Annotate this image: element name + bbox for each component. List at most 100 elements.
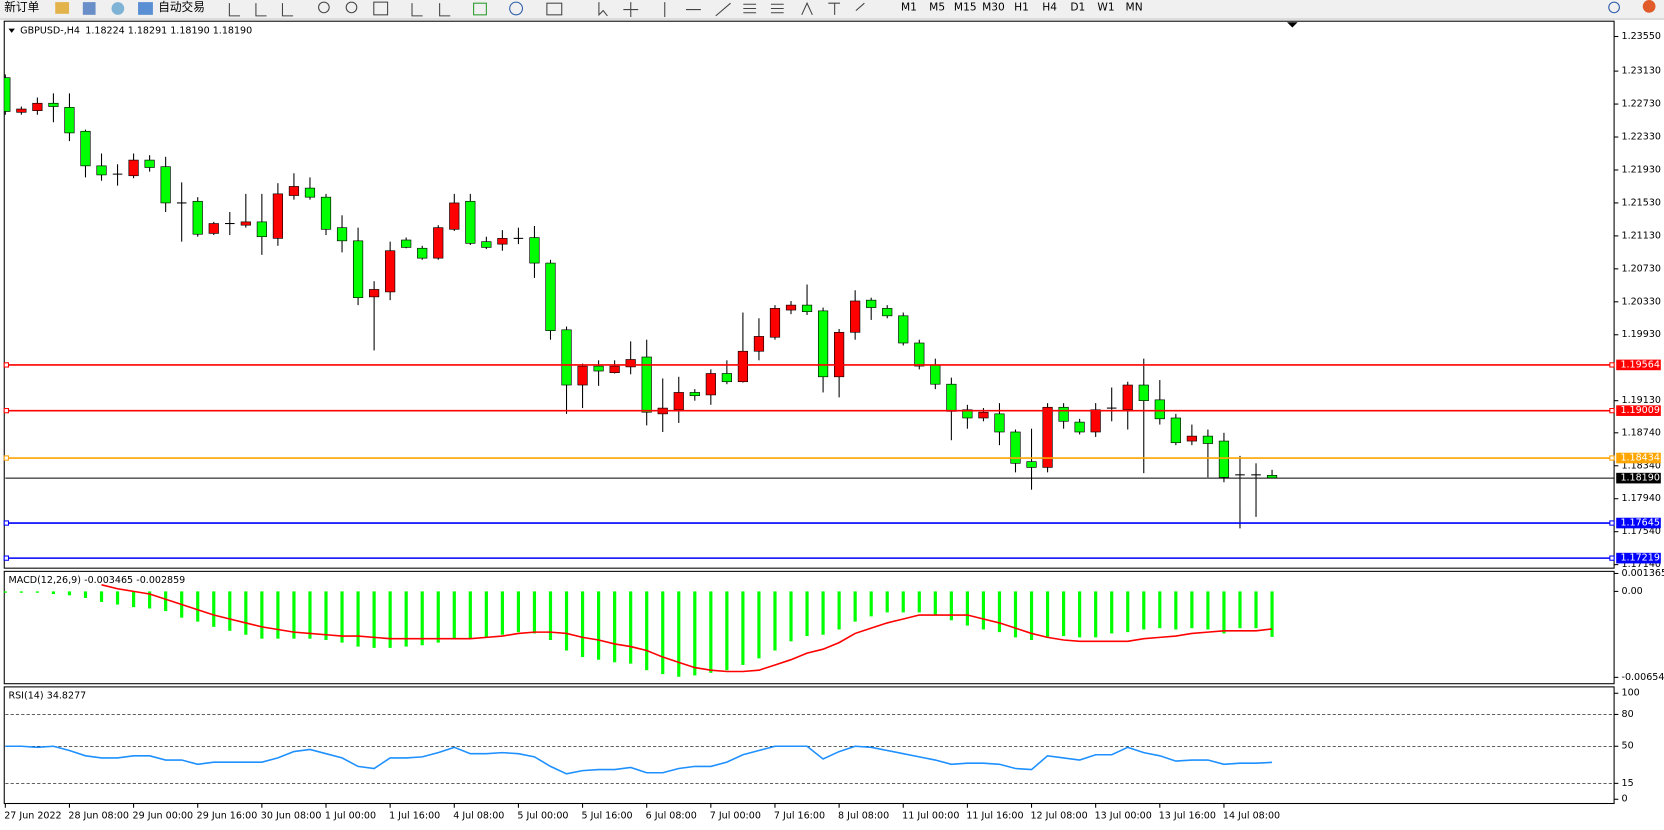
macd-bar xyxy=(917,591,921,613)
indicators-icon[interactable] xyxy=(473,2,487,16)
line-price-label: 1.17219 xyxy=(1620,553,1659,564)
y-tick-label: 100 xyxy=(1622,688,1640,699)
candle-body xyxy=(1058,406,1069,422)
text-tools[interactable] xyxy=(801,1,865,16)
candle-body xyxy=(1202,435,1214,444)
candle-body xyxy=(593,365,604,372)
timeframe-button[interactable]: M30 xyxy=(982,1,1005,13)
y-tick-label: 1.19130 xyxy=(1622,395,1661,406)
notification-icon[interactable] xyxy=(1642,0,1656,13)
toolbar-icons xyxy=(228,1,865,17)
macd-bar xyxy=(276,591,280,639)
candle-body xyxy=(465,200,476,244)
macd-bar xyxy=(228,591,232,631)
drawing-tools[interactable] xyxy=(598,2,784,17)
zoom-out[interactable] xyxy=(345,1,358,14)
timeframe-button[interactable]: M1 xyxy=(901,1,917,13)
candle-body xyxy=(80,130,91,167)
icon[interactable] xyxy=(111,2,125,15)
line-handle xyxy=(3,362,10,368)
macd-bar xyxy=(1222,591,1226,634)
timeframe-bar: M1 M5 M15 M30 H1 H4 D1 W1 MN xyxy=(901,1,1143,13)
macd-bar xyxy=(869,591,873,617)
y-tick-label: 1.23550 xyxy=(1622,31,1661,42)
candle-body xyxy=(721,373,732,383)
macd-bar xyxy=(837,591,841,630)
macd-bar xyxy=(131,591,136,608)
timeframe-button[interactable]: MN xyxy=(1126,1,1143,13)
tile-icon[interactable] xyxy=(373,1,389,16)
candle-body xyxy=(994,413,1005,433)
candle-body xyxy=(1090,409,1101,433)
templates-icon[interactable] xyxy=(546,2,563,16)
macd-bar xyxy=(853,591,857,622)
macd-bar xyxy=(901,591,905,613)
scroll-icons[interactable] xyxy=(411,3,451,17)
chart-type-icons[interactable] xyxy=(228,3,294,17)
icon[interactable] xyxy=(82,2,96,15)
timeframe-button[interactable]: D1 xyxy=(1070,1,1085,13)
periods-icon[interactable] xyxy=(509,1,523,16)
macd-bar xyxy=(1094,591,1098,638)
macd-bar xyxy=(148,591,152,609)
candle-body xyxy=(208,223,219,234)
line-handle xyxy=(1609,407,1615,414)
macd-bar xyxy=(115,591,120,605)
candle-body xyxy=(625,359,636,368)
timeframe-button[interactable]: H4 xyxy=(1042,1,1057,13)
candle-body xyxy=(417,247,428,259)
timeframe-button[interactable]: M5 xyxy=(929,1,945,13)
macd-bar xyxy=(500,591,504,635)
candle-body xyxy=(320,196,332,230)
candle-body xyxy=(1074,421,1085,433)
candle-body xyxy=(240,221,251,226)
macd-bar xyxy=(356,591,360,647)
timeframe-button[interactable]: H1 xyxy=(1014,1,1029,13)
macd-bar xyxy=(51,591,56,595)
macd-bar xyxy=(3,591,7,593)
macd-bar xyxy=(1158,591,1162,629)
macd-bar xyxy=(83,591,88,598)
zoom-in[interactable] xyxy=(318,1,330,14)
macd-bar xyxy=(468,591,472,639)
candle-body xyxy=(385,250,396,293)
timeframe-button[interactable]: W1 xyxy=(1097,1,1114,13)
candle-body xyxy=(962,409,973,419)
auto-trading-button[interactable]: 自动交易 xyxy=(158,0,205,14)
macd-bar xyxy=(741,591,745,665)
x-tick-label: 7 Jul 00:00 xyxy=(710,811,761,822)
macd-bar xyxy=(67,591,72,596)
macd-bar xyxy=(404,591,408,647)
y-tick-label: 1.19930 xyxy=(1622,329,1661,340)
price-label: 1.18190 xyxy=(1620,473,1659,484)
y-tick-label: 1.21130 xyxy=(1622,230,1661,241)
macd-header: MACD(12,26,9) -0.003465 -0.002859 xyxy=(8,574,185,585)
timeframe-button[interactable]: M15 xyxy=(954,1,977,13)
candle-body xyxy=(1122,384,1133,411)
main-panel xyxy=(3,20,1615,569)
macd-bar xyxy=(693,591,697,676)
x-tick-label: 5 Jul 16:00 xyxy=(581,811,632,822)
y-tick-label: 80 xyxy=(1622,709,1634,720)
y-tick-label: 1.18740 xyxy=(1622,427,1661,438)
x-tick-label: 7 Jul 16:00 xyxy=(774,811,825,822)
candle-body xyxy=(753,336,765,352)
symbol-menu-arrow[interactable] xyxy=(8,28,15,33)
macd-bar xyxy=(99,591,104,602)
candle-body xyxy=(144,159,155,168)
macd-bar xyxy=(981,591,986,630)
icon[interactable] xyxy=(55,2,70,14)
candle-body xyxy=(433,227,444,259)
auto-trading-icon[interactable] xyxy=(138,2,153,15)
symbol-title: GBPUSD-,H4 xyxy=(20,25,80,36)
candle-body xyxy=(401,239,412,248)
candle-body xyxy=(914,342,925,367)
line-price-label: 1.19564 xyxy=(1620,359,1659,370)
macd-bar xyxy=(532,591,537,634)
candle-body xyxy=(64,107,75,134)
search-icon[interactable] xyxy=(1608,1,1620,14)
macd-bar xyxy=(645,591,649,671)
candle-body xyxy=(497,238,508,245)
new-order-button[interactable]: 新订单 xyxy=(4,0,39,14)
candle-body xyxy=(1186,435,1197,442)
